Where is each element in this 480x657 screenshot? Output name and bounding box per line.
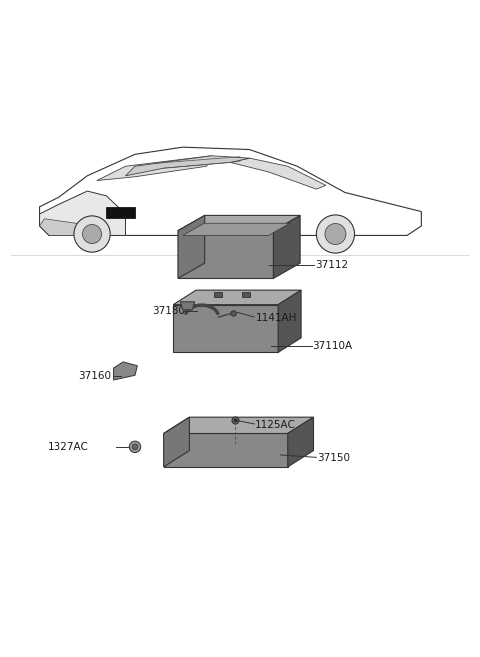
Polygon shape (164, 434, 288, 467)
Polygon shape (278, 290, 301, 352)
Polygon shape (39, 219, 78, 235)
Polygon shape (164, 417, 313, 434)
Text: 37110A: 37110A (312, 341, 353, 351)
Circle shape (316, 215, 355, 253)
Polygon shape (125, 156, 250, 176)
Polygon shape (178, 215, 300, 231)
Polygon shape (173, 305, 278, 352)
Circle shape (325, 223, 346, 244)
Text: 37150: 37150 (317, 453, 350, 463)
Circle shape (132, 444, 138, 449)
Text: 37160: 37160 (78, 371, 111, 381)
Polygon shape (173, 290, 301, 305)
Polygon shape (180, 302, 195, 310)
Polygon shape (97, 156, 211, 181)
Circle shape (83, 225, 102, 244)
Text: 1141AH: 1141AH (256, 313, 297, 323)
Text: 37112: 37112 (315, 260, 348, 270)
Polygon shape (183, 223, 290, 235)
Text: 1327AC: 1327AC (48, 442, 89, 452)
Polygon shape (164, 417, 190, 467)
Polygon shape (288, 417, 313, 467)
Polygon shape (114, 362, 137, 380)
Polygon shape (107, 208, 135, 217)
Polygon shape (39, 147, 421, 235)
Polygon shape (39, 191, 125, 235)
Polygon shape (178, 215, 204, 279)
Circle shape (74, 216, 110, 252)
Polygon shape (274, 215, 300, 279)
Polygon shape (178, 231, 274, 279)
Text: 1125AC: 1125AC (255, 420, 296, 430)
Bar (214, 292, 222, 298)
Circle shape (129, 441, 141, 453)
Text: 37180F: 37180F (152, 306, 191, 316)
Polygon shape (230, 158, 326, 189)
Bar (242, 292, 250, 298)
